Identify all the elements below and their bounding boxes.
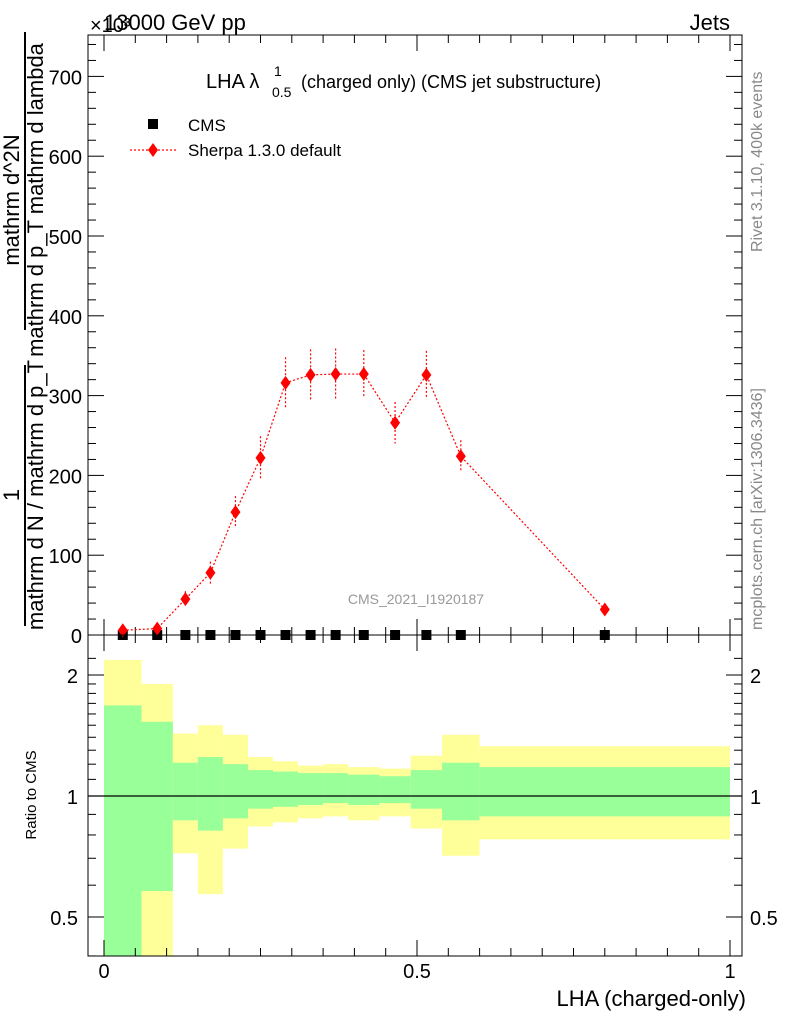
main-ticks: 0 100 200 300 400 500 600 700 xyxy=(49,35,742,648)
sherpa-point xyxy=(152,621,163,636)
sherpa-line xyxy=(122,373,606,631)
ratio-inner-band xyxy=(379,776,411,804)
ratio-ytick-label-left: 2 xyxy=(67,666,78,688)
sherpa-point xyxy=(358,367,369,382)
title-main: LHA λ xyxy=(206,71,259,93)
ylabel-den2: mathrm d p_T mathrm d lambda xyxy=(23,42,48,357)
sherpa-point xyxy=(205,565,216,580)
main-ytick-label: 200 xyxy=(49,466,82,488)
title-sup: 1 xyxy=(274,63,282,79)
ylabel-num: 1 xyxy=(0,489,24,501)
legend-sherpa-marker xyxy=(148,143,158,157)
sherpa-point xyxy=(421,367,432,382)
header-right: Jets xyxy=(690,10,730,35)
mcplots-label: mcplots.cern.ch [arXiv:1306.3436] xyxy=(749,388,766,630)
legend-cms-label: CMS xyxy=(188,116,226,135)
sherpa-point xyxy=(230,505,241,520)
ratio-ticks: 0.5 0.5 1 1 2 2 0 0.5 1 xyxy=(50,635,778,983)
ratio-ytick-label-right: 0.5 xyxy=(750,908,778,930)
watermark: CMS_2021_I1920187 xyxy=(348,591,484,607)
main-ytick-label: 600 xyxy=(49,147,82,169)
ratio-inner-band xyxy=(410,770,443,809)
legend: CMS Sherpa 1.3.0 default xyxy=(130,116,341,160)
ratio-inner-band xyxy=(141,721,173,892)
ratio-inner-band xyxy=(323,773,349,804)
sherpa-point xyxy=(305,367,316,382)
ratio-inner-band xyxy=(273,771,299,807)
main-ylabel: 1 mathrm d N / mathrm d p_T mathrm d^2N … xyxy=(0,32,48,630)
main-title: LHA λ 1 0.5 (charged only) (CMS jet subs… xyxy=(206,63,601,100)
y-exponent: ×10³ xyxy=(90,15,131,37)
sherpa-point xyxy=(255,450,266,465)
ratio-inner-band xyxy=(247,770,274,809)
sherpa-point xyxy=(330,367,341,382)
sherpa-point xyxy=(455,449,466,464)
ratio-xtick-label: 0 xyxy=(98,961,109,983)
main-ytick-label: 300 xyxy=(49,387,82,409)
sherpa-point xyxy=(390,415,401,430)
main-ytick-label: 500 xyxy=(49,227,82,249)
ylabel-num2: mathrm d^2N xyxy=(0,134,24,265)
ratio-ytick-label-left: 1 xyxy=(67,787,78,809)
rivet-label: Rivet 3.1.10, 400k events xyxy=(749,71,766,252)
ratio-inner-band xyxy=(222,764,248,819)
ratio-inner-band xyxy=(197,757,223,831)
ratio-xtick-label: 1 xyxy=(724,961,735,983)
ratio-bands xyxy=(88,659,742,956)
sherpa-point xyxy=(280,375,291,390)
main-ytick-label: 400 xyxy=(49,307,82,329)
main-ytick-label: 700 xyxy=(49,67,82,89)
legend-sherpa-label: Sherpa 1.3.0 default xyxy=(188,141,341,160)
header-left: 13000 GeV pp xyxy=(104,10,246,35)
ratio-ytick-label-right: 1 xyxy=(750,787,761,809)
title-sub: 0.5 xyxy=(272,84,292,100)
sherpa-point xyxy=(117,623,128,638)
main-ytick-label: 100 xyxy=(49,546,82,568)
ratio-ytick-label-left: 0.5 xyxy=(50,908,78,930)
sherpa-point xyxy=(180,592,191,607)
ylabel-den: mathrm d N / mathrm d p_T xyxy=(23,360,48,630)
ratio-inner-band xyxy=(172,762,198,821)
x-axis-label: LHA (charged-only) xyxy=(556,986,746,1011)
ratio-xtick-label: 0.5 xyxy=(403,961,431,983)
ratio-ylabel: Ratio to CMS xyxy=(23,750,40,839)
legend-cms-marker xyxy=(148,119,158,129)
main-frame xyxy=(87,34,743,636)
title-rest: (charged only) (CMS jet substructure) xyxy=(301,72,601,92)
ratio-inner-band xyxy=(442,762,480,821)
ratio-inner-band xyxy=(479,767,730,817)
ratio-ytick-label-right: 2 xyxy=(750,666,761,688)
ratio-inner-band xyxy=(298,773,324,805)
sherpa-point xyxy=(599,602,610,617)
ratio-inner-band xyxy=(104,705,142,956)
main-ytick-label: 0 xyxy=(71,626,82,648)
ratio-inner-band xyxy=(348,774,380,805)
